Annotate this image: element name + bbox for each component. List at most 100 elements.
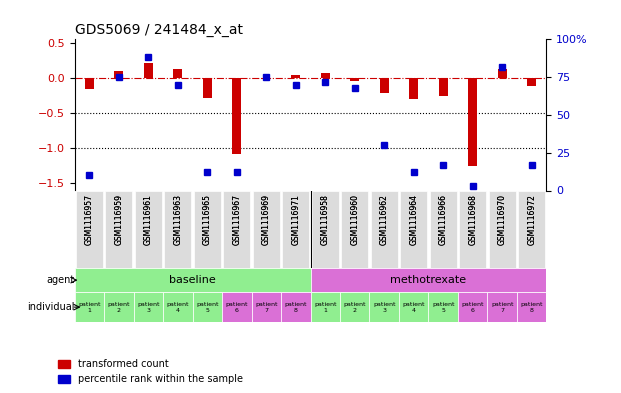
Text: patient
8: patient 8: [284, 302, 307, 312]
Text: GSM1116972: GSM1116972: [527, 195, 536, 245]
Text: GSM1116957: GSM1116957: [85, 195, 94, 245]
FancyBboxPatch shape: [222, 292, 252, 322]
FancyBboxPatch shape: [193, 292, 222, 322]
Text: GSM1116960: GSM1116960: [350, 195, 359, 245]
FancyBboxPatch shape: [489, 191, 515, 268]
Text: methotrexate: methotrexate: [391, 275, 466, 285]
FancyBboxPatch shape: [75, 292, 104, 322]
FancyBboxPatch shape: [281, 292, 310, 322]
FancyBboxPatch shape: [194, 191, 220, 268]
FancyBboxPatch shape: [430, 191, 456, 268]
Text: GSM1116964: GSM1116964: [409, 195, 418, 245]
Bar: [379, 78, 389, 94]
FancyBboxPatch shape: [340, 292, 369, 322]
FancyBboxPatch shape: [428, 292, 458, 322]
Bar: [350, 78, 360, 81]
Bar: [527, 78, 537, 86]
Bar: [232, 78, 242, 154]
Text: GSM1116958: GSM1116958: [321, 195, 330, 245]
Text: patient
5: patient 5: [432, 302, 455, 312]
Text: GSM1116963: GSM1116963: [173, 195, 182, 245]
Text: patient
4: patient 4: [166, 302, 189, 312]
Text: patient
3: patient 3: [373, 302, 396, 312]
Text: GSM1116970: GSM1116970: [498, 195, 507, 245]
FancyBboxPatch shape: [487, 292, 517, 322]
Text: patient
2: patient 2: [343, 302, 366, 312]
FancyBboxPatch shape: [135, 191, 161, 268]
FancyBboxPatch shape: [253, 191, 279, 268]
Text: GSM1116965: GSM1116965: [203, 195, 212, 245]
Text: GSM1116966: GSM1116966: [439, 195, 448, 245]
FancyBboxPatch shape: [224, 191, 250, 268]
Text: patient
1: patient 1: [78, 302, 101, 312]
Bar: [468, 78, 478, 166]
FancyBboxPatch shape: [460, 191, 486, 268]
Bar: [497, 69, 507, 78]
FancyBboxPatch shape: [517, 292, 546, 322]
Text: GSM1116957: GSM1116957: [85, 195, 94, 245]
Bar: [84, 78, 94, 88]
Text: patient
5: patient 5: [196, 302, 219, 312]
Text: GSM1116961: GSM1116961: [144, 195, 153, 245]
Text: patient
8: patient 8: [520, 302, 543, 312]
Text: GSM1116967: GSM1116967: [232, 195, 241, 245]
Bar: [291, 75, 301, 78]
FancyBboxPatch shape: [134, 292, 163, 322]
FancyBboxPatch shape: [310, 268, 546, 292]
Text: GSM1116971: GSM1116971: [291, 195, 300, 245]
Text: patient
6: patient 6: [461, 302, 484, 312]
FancyBboxPatch shape: [401, 191, 427, 268]
Text: GSM1116968: GSM1116968: [468, 195, 477, 245]
Text: GSM1116965: GSM1116965: [203, 195, 212, 245]
Legend: transformed count, percentile rank within the sample: transformed count, percentile rank withi…: [55, 356, 247, 388]
FancyBboxPatch shape: [75, 268, 310, 292]
Bar: [409, 78, 419, 99]
FancyBboxPatch shape: [369, 292, 399, 322]
Text: GSM1116967: GSM1116967: [232, 195, 241, 245]
Text: patient
4: patient 4: [402, 302, 425, 312]
Text: individual: individual: [27, 302, 75, 312]
Bar: [320, 73, 330, 78]
FancyBboxPatch shape: [252, 292, 281, 322]
Text: patient
6: patient 6: [225, 302, 248, 312]
FancyBboxPatch shape: [342, 191, 368, 268]
Text: GSM1116970: GSM1116970: [498, 195, 507, 245]
Text: GSM1116966: GSM1116966: [439, 195, 448, 245]
Text: GSM1116960: GSM1116960: [350, 195, 359, 245]
Text: GSM1116969: GSM1116969: [262, 195, 271, 245]
FancyBboxPatch shape: [312, 191, 338, 268]
Text: GSM1116961: GSM1116961: [144, 195, 153, 245]
Text: patient
7: patient 7: [491, 302, 514, 312]
FancyBboxPatch shape: [163, 292, 193, 322]
Text: GSM1116968: GSM1116968: [468, 195, 477, 245]
Bar: [438, 78, 448, 95]
FancyBboxPatch shape: [104, 292, 134, 322]
Bar: [143, 62, 153, 78]
Text: GSM1116962: GSM1116962: [380, 195, 389, 245]
FancyBboxPatch shape: [458, 292, 487, 322]
Text: GSM1116959: GSM1116959: [114, 195, 123, 245]
Text: patient
7: patient 7: [255, 302, 278, 312]
Text: GSM1116959: GSM1116959: [114, 195, 123, 245]
FancyBboxPatch shape: [519, 191, 545, 268]
Text: agent: agent: [47, 275, 75, 285]
FancyBboxPatch shape: [399, 292, 428, 322]
Text: GDS5069 / 241484_x_at: GDS5069 / 241484_x_at: [75, 23, 243, 37]
FancyBboxPatch shape: [76, 191, 102, 268]
FancyBboxPatch shape: [371, 191, 397, 268]
Text: GSM1116969: GSM1116969: [262, 195, 271, 245]
FancyBboxPatch shape: [165, 191, 191, 268]
Text: patient
1: patient 1: [314, 302, 337, 312]
Text: patient
3: patient 3: [137, 302, 160, 312]
FancyBboxPatch shape: [283, 191, 309, 268]
Text: baseline: baseline: [169, 275, 216, 285]
Text: GSM1116963: GSM1116963: [173, 195, 182, 245]
Bar: [114, 71, 124, 78]
FancyBboxPatch shape: [310, 292, 340, 322]
Text: patient
2: patient 2: [107, 302, 130, 312]
Text: GSM1116958: GSM1116958: [321, 195, 330, 245]
Text: GSM1116964: GSM1116964: [409, 195, 418, 245]
Text: GSM1116962: GSM1116962: [380, 195, 389, 245]
Bar: [261, 78, 271, 79]
Bar: [173, 69, 183, 78]
